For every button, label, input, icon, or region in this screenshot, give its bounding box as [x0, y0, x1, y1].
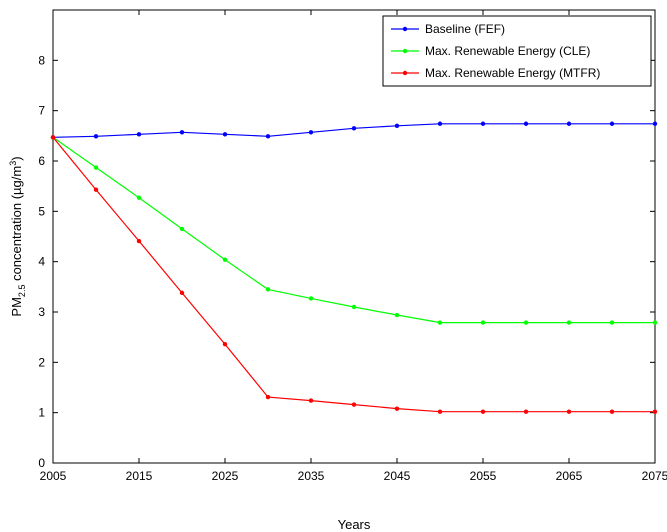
series-layer — [50, 121, 658, 414]
legend-swatch-marker — [402, 48, 408, 54]
y-tick-label: 2 — [38, 355, 45, 369]
data-point — [394, 312, 400, 318]
data-point — [93, 134, 99, 139]
y-axis-label-middle: concentration (µg/m — [9, 166, 24, 285]
data-point — [222, 342, 228, 347]
data-point — [179, 226, 185, 232]
data-point — [437, 409, 443, 414]
data-point — [93, 165, 99, 170]
data-point — [652, 320, 658, 325]
data-point — [523, 121, 529, 126]
legend-item: Max. Renewable Energy (CLE) — [391, 44, 590, 58]
data-point — [394, 406, 400, 411]
x-tick-label: 2055 — [470, 469, 497, 483]
legend-swatch-marker — [402, 26, 408, 32]
y-axis-label-subscript: 2.5 — [17, 285, 27, 298]
x-tick-label: 2005 — [40, 469, 67, 483]
data-point — [265, 134, 271, 139]
data-point — [136, 195, 142, 200]
data-point — [351, 304, 357, 310]
y-tick-label: 3 — [38, 305, 45, 319]
data-point — [480, 409, 486, 414]
data-point — [222, 132, 228, 137]
data-point — [437, 121, 443, 126]
series-2 — [50, 135, 658, 325]
data-point — [222, 257, 228, 262]
data-point — [265, 287, 271, 292]
series-3 — [50, 135, 658, 414]
y-tick-label: 4 — [38, 255, 45, 269]
data-point — [136, 132, 142, 137]
y-tick-label: 5 — [38, 204, 45, 218]
y-tick-label: 7 — [38, 104, 45, 118]
data-point — [308, 130, 314, 135]
data-point — [566, 121, 572, 126]
x-tick-label: 2035 — [298, 469, 325, 483]
data-point — [351, 126, 357, 131]
legend-box — [382, 15, 652, 87]
x-tick-label: 2075 — [642, 469, 667, 483]
data-point — [480, 320, 486, 325]
y-axis-label: PM2.5 concentration (µg/m3) — [8, 156, 27, 316]
legend-swatch-marker — [402, 70, 408, 76]
data-point — [609, 320, 615, 325]
x-tick-label: 2045 — [384, 469, 411, 483]
data-point — [523, 409, 529, 414]
y-axis-label-prefix: PM — [9, 297, 24, 317]
data-point — [136, 238, 142, 244]
data-point — [265, 394, 271, 400]
data-point — [437, 320, 443, 325]
legend-item: Max. Renewable Energy (MTFR) — [391, 66, 600, 80]
plot-border — [52, 9, 656, 464]
data-point — [609, 409, 615, 414]
data-point — [351, 402, 357, 407]
data-point — [480, 121, 486, 126]
legend-item: Baseline (FEF) — [391, 22, 505, 36]
y-axis-label-suffix: ) — [9, 156, 24, 160]
legend-label: Max. Renewable Energy (MTFR) — [425, 66, 600, 80]
x-tick-label: 2025 — [212, 469, 239, 483]
data-point — [179, 130, 185, 135]
data-point — [179, 290, 185, 296]
legend: Baseline (FEF) Max. Renewable Energy (CLE… — [382, 15, 652, 87]
data-point — [652, 121, 658, 126]
legend-label: Max. Renewable Energy (CLE) — [425, 44, 590, 58]
data-point — [652, 409, 658, 414]
data-point — [50, 135, 56, 140]
y-tick-label: 1 — [38, 406, 45, 420]
x-tick-label: 2015 — [126, 469, 153, 483]
data-point — [308, 398, 314, 403]
axis-ticks — [52, 10, 656, 464]
data-point — [93, 187, 99, 192]
data-point — [566, 409, 572, 414]
y-tick-label: 6 — [38, 154, 45, 168]
data-point — [308, 296, 314, 301]
y-axis-label-superscript: 3 — [8, 161, 18, 166]
x-axis-label: Years — [338, 517, 371, 532]
data-point — [394, 123, 400, 128]
x-tick-label: 2065 — [556, 469, 583, 483]
tick-labels: 2005 2015 2025 2035 2045 2055 2065 2075 0 1 2 3 4 5 6 7… — [38, 53, 667, 483]
y-tick-label: 0 — [38, 456, 45, 470]
data-point — [566, 320, 572, 325]
legend-label: Baseline (FEF) — [425, 22, 505, 36]
y-tick-label: 8 — [38, 53, 45, 67]
data-point — [523, 320, 529, 325]
data-point — [609, 121, 615, 126]
